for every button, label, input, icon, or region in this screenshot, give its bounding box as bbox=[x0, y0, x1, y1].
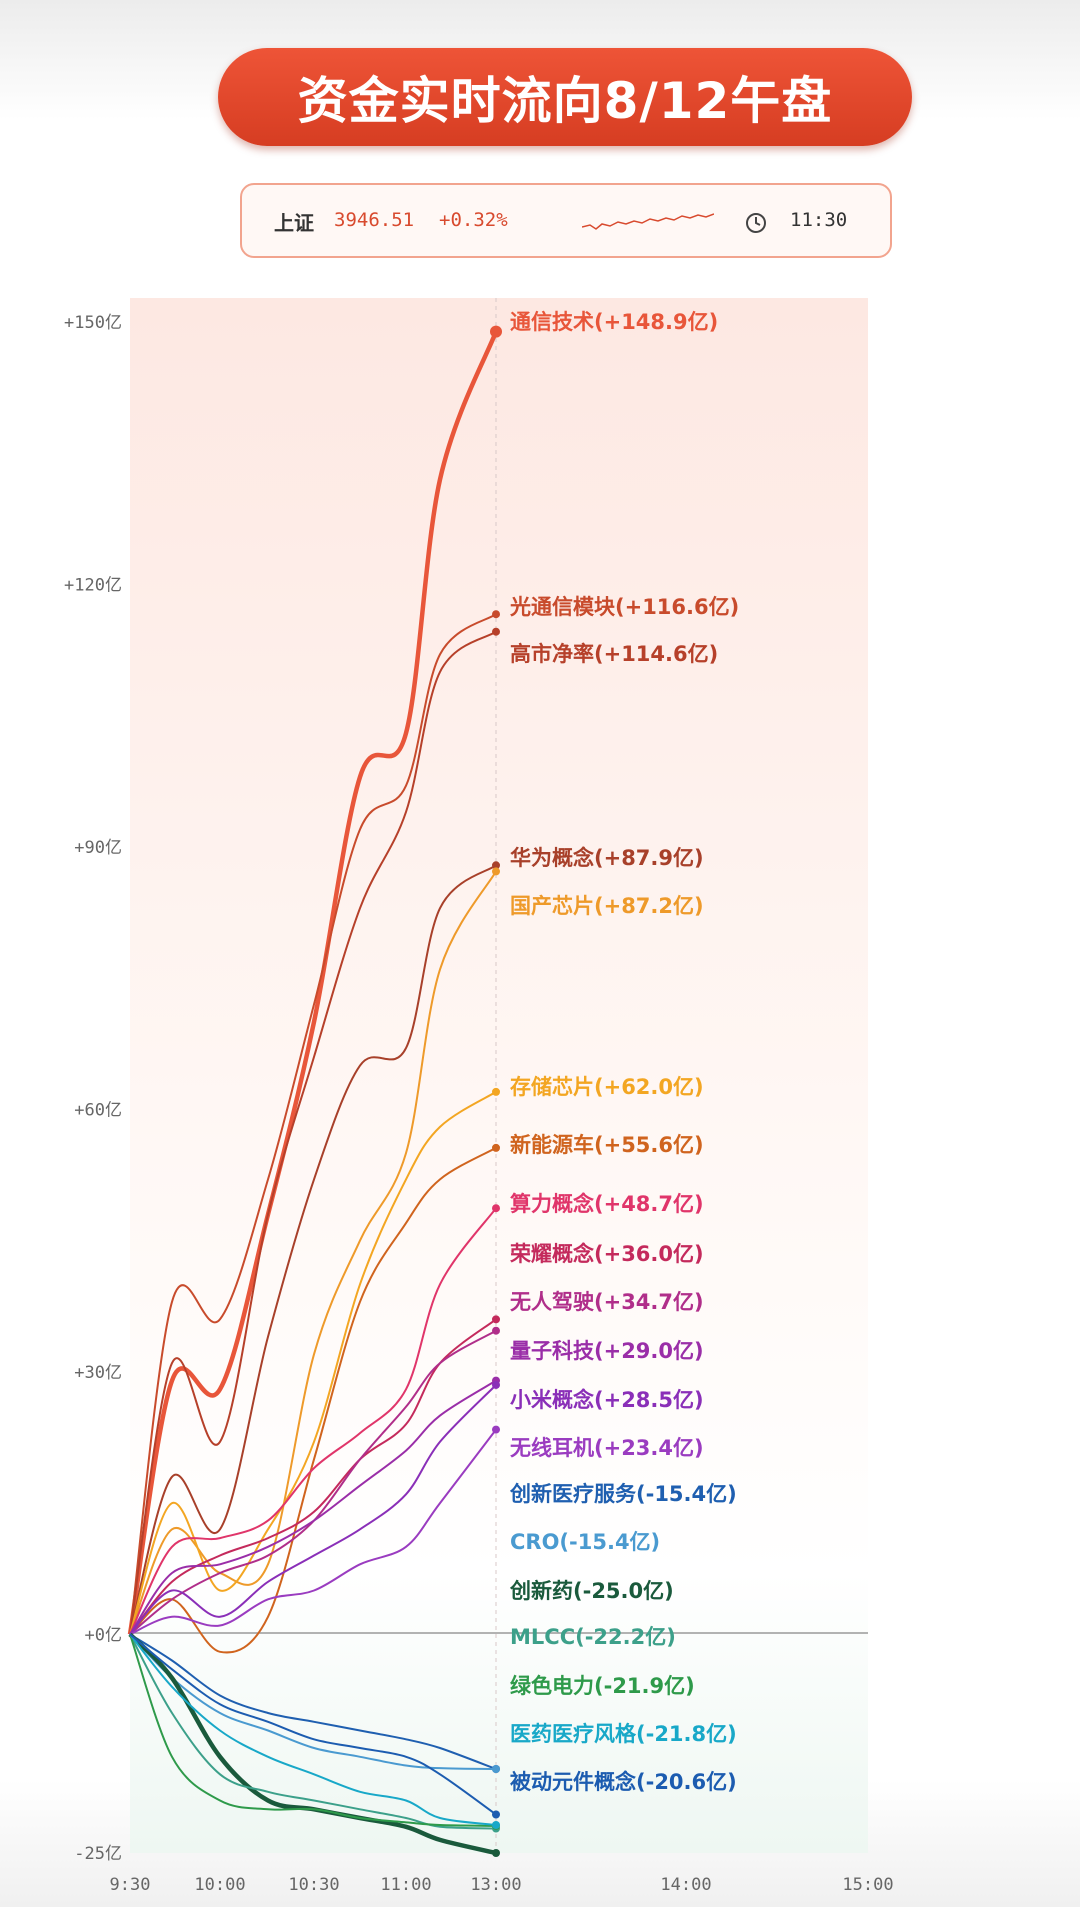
series-end-dot bbox=[490, 325, 502, 338]
series-end-dot bbox=[492, 1765, 500, 1774]
series-label: 存储芯片(+62.0亿) bbox=[510, 1075, 704, 1099]
series-label: 被动元件概念(-20.6亿) bbox=[510, 1770, 737, 1794]
series-end-dot bbox=[492, 1143, 500, 1152]
index-change: +0.32% bbox=[439, 209, 508, 231]
series-label: 新能源车(+55.6亿) bbox=[510, 1133, 704, 1157]
series-labels: 通信技术(+148.9亿) 光通信模块(+116.6亿) 高市净率(+114.6亿)… bbox=[509, 310, 739, 1794]
series-line bbox=[129, 613, 497, 1635]
series-label: 国产芯片(+87.2亿) bbox=[510, 894, 704, 918]
series-label: 无人驾驶(+34.7亿) bbox=[510, 1290, 704, 1314]
index-name: 上证 bbox=[274, 211, 314, 235]
series-line bbox=[129, 1633, 497, 1826]
series-end-dot bbox=[492, 1849, 500, 1857]
y-tick-label: -25亿 bbox=[74, 1844, 122, 1864]
series-line bbox=[129, 1147, 497, 1654]
index-summary-box: 上证 3946.51 +0.32% 11:30 bbox=[240, 183, 892, 258]
series-end-dot bbox=[492, 1425, 500, 1434]
series-line bbox=[129, 1318, 497, 1635]
series-end-dot bbox=[492, 1821, 500, 1830]
series-label: 荣耀概念(+36.0亿) bbox=[509, 1242, 704, 1266]
series-label: 创新药(-25.0亿) bbox=[509, 1579, 674, 1603]
series-end-dot bbox=[492, 867, 500, 876]
series-line bbox=[129, 630, 497, 1635]
series-line bbox=[129, 1207, 497, 1635]
series-lines bbox=[127, 325, 502, 1857]
series-end-dot bbox=[492, 1204, 500, 1213]
series-line bbox=[129, 1633, 497, 1816]
x-tick-label: 9:30 bbox=[110, 1875, 151, 1895]
x-tick-label: 10:30 bbox=[288, 1875, 339, 1895]
y-tick-label: +0亿 bbox=[85, 1625, 122, 1645]
y-tick-label: +90亿 bbox=[74, 838, 122, 858]
series-label: 医药医疗风格(-21.8亿) bbox=[510, 1722, 737, 1746]
series-end-dot bbox=[492, 1087, 500, 1096]
series-label: 算力概念(+48.7亿) bbox=[510, 1192, 704, 1216]
series-line bbox=[129, 1379, 497, 1635]
series-label: 通信技术(+148.9亿) bbox=[510, 310, 718, 334]
series-end-dot bbox=[492, 1326, 500, 1335]
x-axis: 9:30 10:00 10:30 11:00 13:00 14:00 15:00 bbox=[110, 1875, 894, 1895]
x-tick-label: 11:00 bbox=[380, 1875, 431, 1895]
series-end-dot bbox=[492, 1315, 500, 1324]
series-line bbox=[129, 1633, 497, 1770]
series-line bbox=[129, 1091, 497, 1635]
x-tick-label: 13:00 bbox=[470, 1875, 521, 1895]
series-end-dot bbox=[492, 861, 500, 870]
y-tick-label: +30亿 bbox=[74, 1363, 122, 1383]
series-line bbox=[129, 1384, 497, 1635]
x-tick-label: 15:00 bbox=[842, 1875, 893, 1895]
series-end-dot bbox=[492, 610, 500, 619]
x-tick-label: 10:00 bbox=[194, 1875, 245, 1895]
sparkline-icon bbox=[582, 213, 714, 230]
series-line bbox=[129, 1428, 497, 1636]
series-label: 华为概念(+87.9亿) bbox=[510, 846, 704, 870]
index-time: 11:30 bbox=[790, 209, 848, 231]
series-label: 高市净率(+114.6亿) bbox=[510, 642, 718, 666]
series-line bbox=[129, 864, 497, 1635]
clock-icon bbox=[746, 213, 766, 233]
y-axis: +150亿 +120亿 +90亿 +60亿 +30亿 +0亿 -25亿 bbox=[64, 313, 122, 1864]
series-label: CRO(-15.4亿) bbox=[510, 1530, 660, 1554]
index-value: 3946.51 bbox=[334, 209, 415, 231]
plot-area bbox=[130, 298, 868, 1853]
series-label: 创新医疗服务(-15.4亿) bbox=[509, 1482, 737, 1506]
series-end-dot bbox=[492, 1380, 500, 1389]
y-tick-label: +120亿 bbox=[64, 575, 122, 595]
y-tick-label: +60亿 bbox=[74, 1100, 122, 1120]
series-label: 无线耳机(+23.4亿) bbox=[510, 1436, 704, 1460]
page-title: 资金实时流向8/12午盘 bbox=[218, 48, 912, 146]
series-label: 量子科技(+29.0亿) bbox=[510, 1339, 704, 1363]
series-line bbox=[127, 330, 499, 1635]
x-tick-label: 14:00 bbox=[660, 1875, 711, 1895]
series-label: MLCC(-22.2亿) bbox=[510, 1625, 676, 1649]
y-tick-label: +150亿 bbox=[64, 313, 122, 333]
series-label: 绿色电力(-21.9亿) bbox=[510, 1674, 695, 1698]
series-label: 小米概念(+28.5亿) bbox=[510, 1388, 704, 1412]
series-end-dot bbox=[492, 627, 500, 636]
series-line bbox=[129, 870, 497, 1635]
series-label: 光通信模块(+116.6亿) bbox=[509, 595, 739, 619]
series-end-dot bbox=[492, 1810, 500, 1819]
series-line bbox=[129, 1633, 497, 1827]
